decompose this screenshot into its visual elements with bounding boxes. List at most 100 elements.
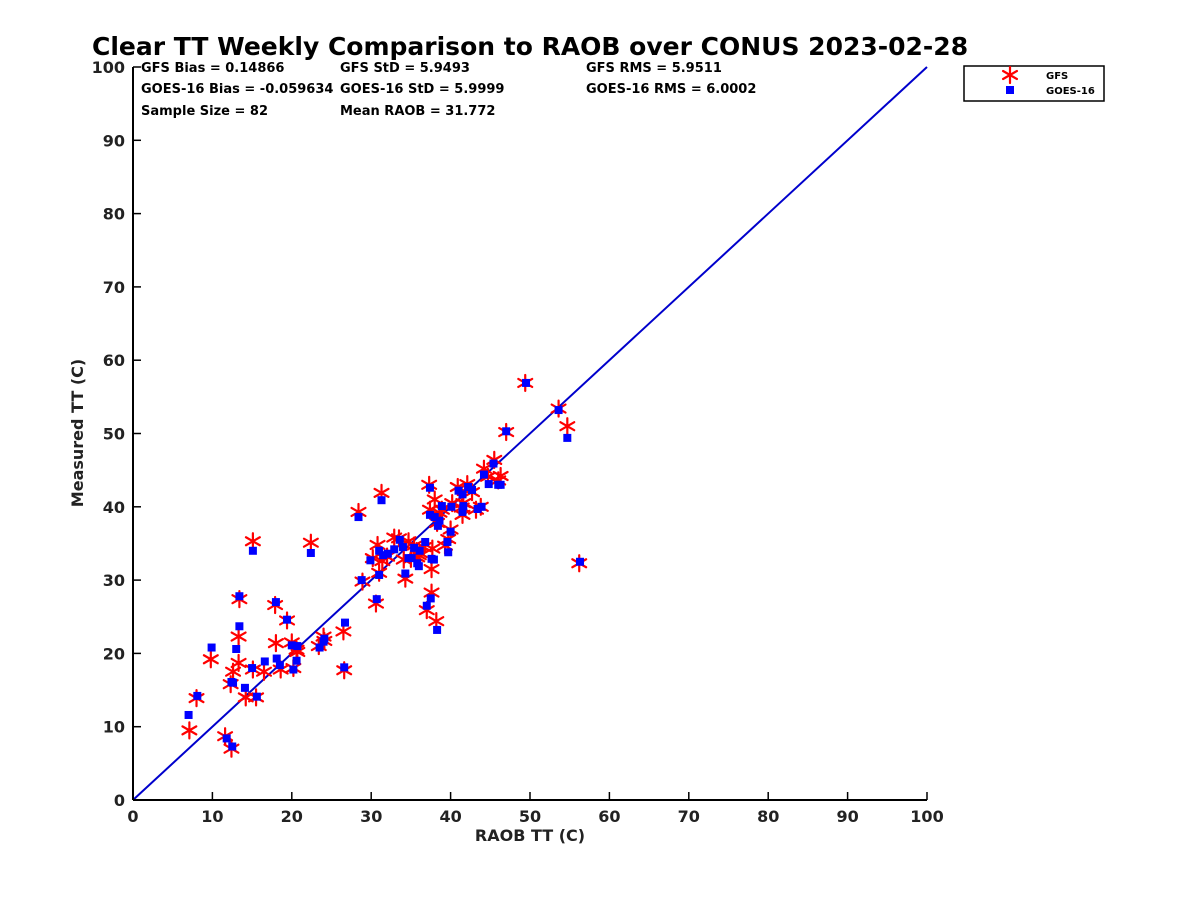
- goes16-point: [228, 742, 237, 751]
- y-tick-label: 10: [103, 718, 125, 737]
- goes16-point: [375, 546, 384, 555]
- stat-gfs-bias: GFS Bias = 0.14866: [141, 61, 284, 76]
- axis-ticks: 0 10 20 30 40 50 60 70 80 90 100 0 10 20 30 40 50 60 70 80 9…: [92, 58, 944, 826]
- y-tick-label: 80: [103, 205, 125, 224]
- goes16-point: [260, 657, 269, 666]
- goes16-point: [437, 502, 446, 511]
- goes16-point: [320, 634, 329, 643]
- goes16-point: [315, 643, 324, 652]
- x-axis-label: RAOB TT (C): [475, 826, 585, 845]
- goes16-point: [496, 480, 505, 489]
- goes16-point: [468, 485, 477, 494]
- goes16-point: [193, 691, 202, 700]
- goes16-point: [292, 656, 301, 665]
- goes16-point: [240, 683, 249, 692]
- legend-goes-square: [1006, 86, 1014, 94]
- goes16-point: [271, 598, 280, 607]
- stat-gfs-std: GFS StD = 5.9493: [340, 61, 470, 76]
- goes16-point: [458, 507, 467, 516]
- goes16-point: [340, 618, 349, 627]
- gfs-point: [559, 417, 576, 436]
- goes16-point: [398, 543, 407, 552]
- stat-goes-std: GOES-16 StD = 5.9999: [340, 82, 504, 97]
- goes16-point: [235, 592, 244, 601]
- y-tick-label: 30: [103, 571, 125, 590]
- goes16-point: [293, 642, 302, 651]
- legend-goes-marker-icon: [1006, 86, 1014, 94]
- reference-line-group: [132, 66, 928, 801]
- goes16-point: [252, 692, 261, 701]
- legend-box: [963, 65, 1105, 102]
- x-tick-label: 40: [439, 807, 461, 826]
- goes16-point: [422, 601, 431, 610]
- stat-sample-size: Sample Size = 82: [141, 104, 268, 119]
- goes16-point: [435, 516, 444, 525]
- y-tick-label: 50: [103, 425, 125, 444]
- y-tick-label: 90: [103, 131, 125, 150]
- goes16-point: [377, 496, 386, 505]
- x-tick-label: 30: [360, 807, 382, 826]
- goes16-point: [184, 710, 193, 719]
- legend-gfs-label: GFS: [1046, 71, 1068, 82]
- goes16-point: [576, 557, 585, 566]
- one-to-one-line: [132, 66, 928, 801]
- goes16-point: [489, 459, 498, 468]
- legend-goes-label: GOES-16: [1046, 86, 1095, 97]
- goes16-point: [410, 543, 419, 552]
- goes16-point: [287, 641, 296, 650]
- gfs-point: [244, 532, 261, 551]
- gfs-point: [181, 721, 198, 740]
- goes16-point: [415, 546, 424, 555]
- stat-goes-bias: GOES-16 Bias = -0.059634: [141, 82, 333, 97]
- goes16-point: [421, 537, 430, 546]
- goes16-point: [340, 663, 349, 672]
- goes16-point: [433, 521, 442, 530]
- goes16-point: [407, 554, 416, 563]
- goes16-point: [502, 427, 511, 436]
- goes16-point: [429, 555, 438, 564]
- goes16-point: [563, 433, 572, 442]
- goes16-point: [354, 513, 363, 522]
- goes16-point: [366, 556, 375, 565]
- goes16-point: [235, 622, 244, 631]
- goes16-point: [479, 470, 488, 479]
- gfs-point: [255, 662, 273, 681]
- y-tick-label: 70: [103, 278, 125, 297]
- goes16-point: [272, 654, 281, 663]
- x-tick-label: 100: [910, 807, 943, 826]
- goes16-point: [207, 643, 216, 652]
- stat-gfs-rms: GFS RMS = 5.9511: [586, 61, 722, 76]
- x-tick-label: 50: [519, 807, 541, 826]
- goes16-point: [444, 548, 453, 557]
- goes16-point: [443, 537, 452, 546]
- goes16-point: [401, 569, 410, 578]
- data-points: [181, 373, 588, 758]
- goes16-point: [306, 548, 315, 557]
- gfs-point: [267, 634, 284, 653]
- goes16-point: [390, 545, 399, 554]
- statistics-block: GFS Bias = 0.14866 GFS StD = 5.9493 GFS …: [141, 61, 756, 119]
- goes16-point: [477, 502, 486, 511]
- goes16-point: [414, 562, 423, 571]
- y-tick-label: 40: [103, 498, 125, 517]
- goes16-point: [484, 480, 493, 489]
- x-tick-label: 80: [757, 807, 779, 826]
- goes16-point: [554, 406, 563, 415]
- y-axis-label: Measured TT (C): [68, 359, 87, 507]
- goes16-point: [425, 483, 434, 492]
- goes16-point: [426, 594, 435, 603]
- goes16-point: [522, 378, 531, 387]
- goes16-point: [383, 549, 392, 558]
- legend-gfs-asterisk: [1001, 65, 1019, 85]
- x-tick-label: 0: [127, 807, 138, 826]
- goes16-point: [379, 551, 388, 560]
- goes16-point: [459, 502, 468, 511]
- goes16-point: [248, 546, 257, 555]
- goes16-point: [375, 570, 384, 579]
- gfs-point: [225, 662, 242, 681]
- goes16-point: [425, 510, 434, 519]
- gfs-point: [202, 650, 219, 669]
- y-tick-label: 60: [103, 351, 125, 370]
- y-tick-label: 100: [92, 58, 125, 77]
